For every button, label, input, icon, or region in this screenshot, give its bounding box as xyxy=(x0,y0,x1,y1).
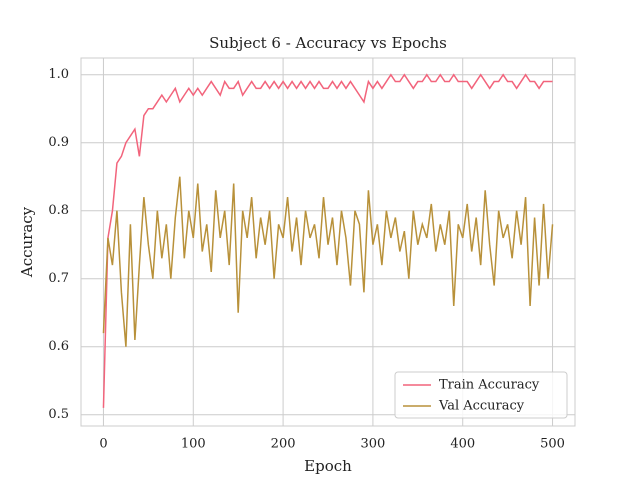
plot-frame xyxy=(80,57,576,427)
y-tick-label: 0.7 xyxy=(48,271,69,286)
legend-label: Train Accuracy xyxy=(439,378,540,393)
x-tick-label: 300 xyxy=(360,437,385,452)
data-line xyxy=(102,176,554,347)
y-tick-label: 0.9 xyxy=(48,135,69,150)
x-tick-label: 400 xyxy=(450,437,475,452)
y-tick-label: 0.5 xyxy=(48,407,69,422)
y-tick-label: 0.8 xyxy=(48,203,69,218)
x-tick-label: 0 xyxy=(99,437,107,452)
y-tick-label: 0.6 xyxy=(48,339,69,354)
legend-box xyxy=(394,371,568,419)
x-tick-label: 500 xyxy=(540,437,565,452)
y-tick-label: 1.0 xyxy=(48,67,69,82)
data-line xyxy=(102,73,553,408)
x-tick-label: 100 xyxy=(181,437,206,452)
legend-label: Val Accuracy xyxy=(438,399,525,414)
x-tick-label: 200 xyxy=(271,437,296,452)
y-axis-label: Accuracy xyxy=(18,206,36,278)
x-axis-label: Epoch xyxy=(304,457,352,475)
chart-title: Subject 6 - Accuracy vs Epochs xyxy=(209,34,447,52)
